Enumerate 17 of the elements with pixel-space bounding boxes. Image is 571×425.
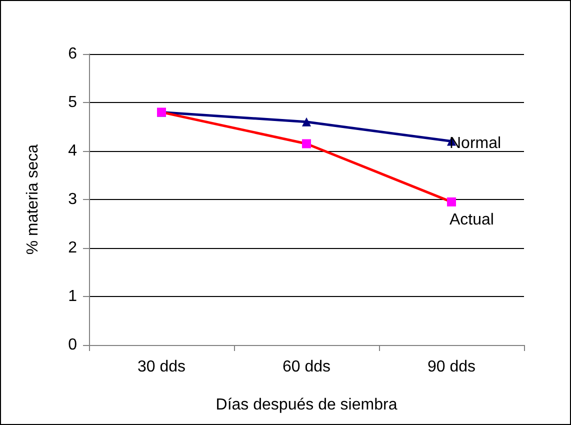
x-tick-label: 90 dds [427,358,476,376]
x-tick-label: 60 dds [282,358,331,376]
point [302,139,311,148]
y-tick-label: 0 [68,336,78,354]
y-tick-label: 4 [68,142,78,160]
y-tick-label: 2 [68,240,78,256]
point [302,117,311,126]
series-label: Actual [450,211,494,228]
x-tick-label: 30 dds [137,358,186,376]
point [447,197,456,206]
series-label: Normal [450,134,502,152]
x-axis-title: Días después de siembra [216,396,398,414]
y-tick-label: 3 [68,191,78,208]
y-tick-label: 6 [68,46,78,62]
y-tick-label: 1 [68,288,78,305]
y-tick-label: 5 [68,94,78,111]
y-axis-title: % materia seca [24,144,42,255]
